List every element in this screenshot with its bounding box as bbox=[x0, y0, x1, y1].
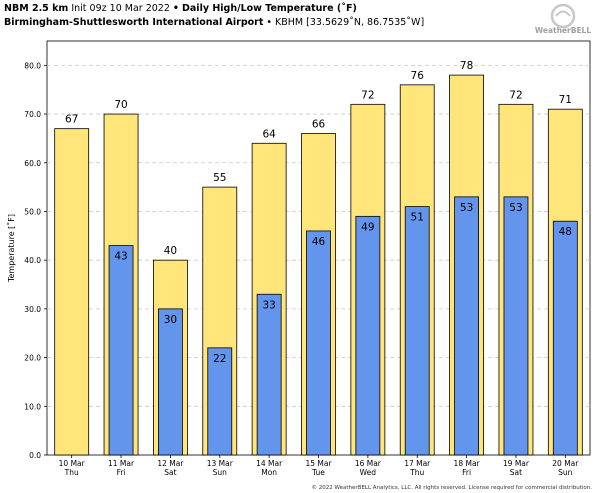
y-tick-label: 30.0 bbox=[24, 305, 41, 314]
low-bar bbox=[503, 196, 529, 456]
high-value-label: 70 bbox=[114, 99, 127, 111]
x-tick-label: 20 Mar bbox=[552, 459, 579, 468]
x-weekday-label: Mon bbox=[261, 468, 277, 477]
x-tick-label: 13 Mar bbox=[207, 459, 234, 468]
high-value-label: 71 bbox=[559, 94, 572, 106]
init-time: Init 09z 10 Mar 2022 bbox=[71, 3, 170, 14]
chart-header: NBM 2.5 km Init 09z 10 Mar 2022 • Daily … bbox=[4, 2, 524, 30]
high-value-label: 40 bbox=[164, 245, 177, 257]
x-weekday-label: Sat bbox=[164, 468, 176, 477]
low-bar bbox=[404, 206, 430, 456]
x-tick-label: 11 Mar bbox=[108, 459, 135, 468]
station-info: • KBHM [33.5629˚N, 86.7535˚W] bbox=[266, 17, 425, 28]
x-weekday-label: Fri bbox=[117, 468, 126, 477]
y-tick-label: 60.0 bbox=[24, 159, 41, 168]
low-value-label: 53 bbox=[460, 202, 473, 214]
low-value-label: 22 bbox=[213, 353, 226, 365]
y-axis-label: Temperature [˚F] bbox=[6, 214, 16, 283]
high-value-label: 72 bbox=[509, 89, 522, 101]
low-bar bbox=[158, 308, 183, 456]
low-value-label: 53 bbox=[509, 202, 522, 214]
high-value-label: 66 bbox=[312, 119, 326, 131]
x-tick-label: 14 Mar bbox=[256, 459, 283, 468]
x-weekday-label: Sun bbox=[213, 468, 228, 477]
location-name: Birmingham-Shuttlesworth International A… bbox=[4, 17, 264, 28]
y-tick-label: 50.0 bbox=[24, 207, 41, 216]
x-weekday-label: Sun bbox=[558, 468, 573, 477]
x-weekday-label: Fri bbox=[462, 468, 471, 477]
chart-title: Daily High/Low Temperature (˚F) bbox=[182, 3, 357, 14]
y-tick-label: 80.0 bbox=[24, 61, 41, 70]
low-bar bbox=[552, 220, 578, 456]
bullet: • bbox=[172, 3, 179, 14]
y-tick-label: 40.0 bbox=[24, 256, 41, 265]
x-weekday-label: Tue bbox=[311, 468, 325, 477]
low-value-label: 51 bbox=[411, 212, 424, 224]
high-value-label: 78 bbox=[460, 60, 473, 72]
y-tick-label: 20.0 bbox=[24, 354, 41, 363]
high-value-label: 72 bbox=[361, 89, 374, 101]
x-tick-label: 12 Mar bbox=[157, 459, 184, 468]
low-value-label: 46 bbox=[312, 236, 326, 248]
low-bar bbox=[256, 293, 282, 456]
low-value-label: 30 bbox=[164, 314, 177, 326]
svg-text:WeatherBELL: WeatherBELL bbox=[535, 26, 591, 35]
x-tick-label: 16 Mar bbox=[355, 459, 382, 468]
x-weekday-label: Sat bbox=[510, 468, 522, 477]
weatherbell-logo: WeatherBELL bbox=[535, 3, 591, 35]
x-weekday-label: Thu bbox=[64, 468, 79, 477]
low-bar bbox=[108, 245, 134, 456]
low-bar bbox=[454, 196, 479, 456]
header-line-2: Birmingham-Shuttlesworth International A… bbox=[4, 16, 524, 30]
x-tick-label: 10 Mar bbox=[59, 459, 86, 468]
high-value-label: 67 bbox=[65, 114, 78, 126]
x-tick-label: 19 Mar bbox=[503, 459, 530, 468]
low-value-label: 49 bbox=[361, 221, 374, 233]
high-value-label: 64 bbox=[262, 128, 276, 140]
low-bar bbox=[355, 215, 381, 456]
copyright-text: © 2022 WeatherBELL Analytics, LLC. All r… bbox=[311, 485, 592, 491]
x-tick-label: 18 Mar bbox=[454, 459, 481, 468]
high-value-label: 55 bbox=[213, 172, 226, 184]
y-tick-label: 0.0 bbox=[29, 451, 41, 460]
x-tick-label: 17 Mar bbox=[404, 459, 431, 468]
x-weekday-label: Wed bbox=[360, 468, 377, 477]
header-line-1: NBM 2.5 km Init 09z 10 Mar 2022 • Daily … bbox=[4, 2, 524, 16]
low-bar bbox=[306, 230, 331, 456]
high-bar bbox=[54, 128, 90, 456]
low-value-label: 43 bbox=[114, 251, 127, 263]
x-tick-label: 15 Mar bbox=[305, 459, 332, 468]
y-tick-label: 70.0 bbox=[24, 110, 41, 119]
model-name: NBM 2.5 km bbox=[4, 3, 69, 14]
y-tick-label: 10.0 bbox=[24, 402, 41, 411]
low-value-label: 48 bbox=[559, 226, 572, 238]
low-bar bbox=[207, 347, 233, 456]
x-weekday-label: Thu bbox=[409, 468, 424, 477]
high-value-label: 76 bbox=[411, 70, 425, 82]
low-value-label: 33 bbox=[262, 299, 275, 311]
